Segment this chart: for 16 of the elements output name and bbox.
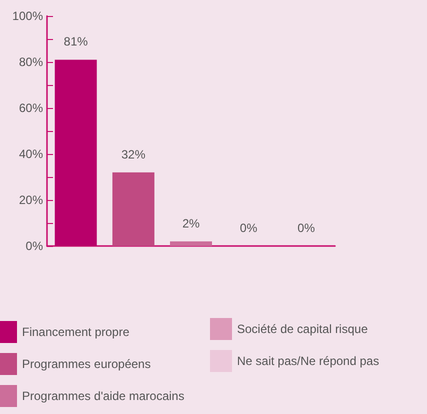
data-label: 2%	[182, 216, 200, 230]
y-tick-label: 20%	[18, 193, 44, 207]
legend-label: Programmes d'aide marocains	[22, 389, 184, 403]
data-label: 81%	[64, 34, 88, 49]
y-tick-label: 100%	[12, 9, 44, 23]
legend-label: Programmes européens	[22, 357, 151, 371]
legend-label: Financement propre	[22, 325, 130, 339]
data-label: 0%	[298, 221, 316, 235]
legend-label: Société de capital risque	[237, 322, 368, 336]
y-tick-label: 40%	[18, 147, 44, 161]
y-tick-label: 0%	[26, 239, 44, 253]
legend-label: Ne sait pas/Ne répond pas	[237, 354, 380, 368]
y-tick-label: 60%	[18, 101, 44, 115]
data-label: 32%	[121, 147, 146, 162]
y-tick-label: 80%	[18, 55, 44, 69]
data-label: 0%	[240, 221, 258, 235]
